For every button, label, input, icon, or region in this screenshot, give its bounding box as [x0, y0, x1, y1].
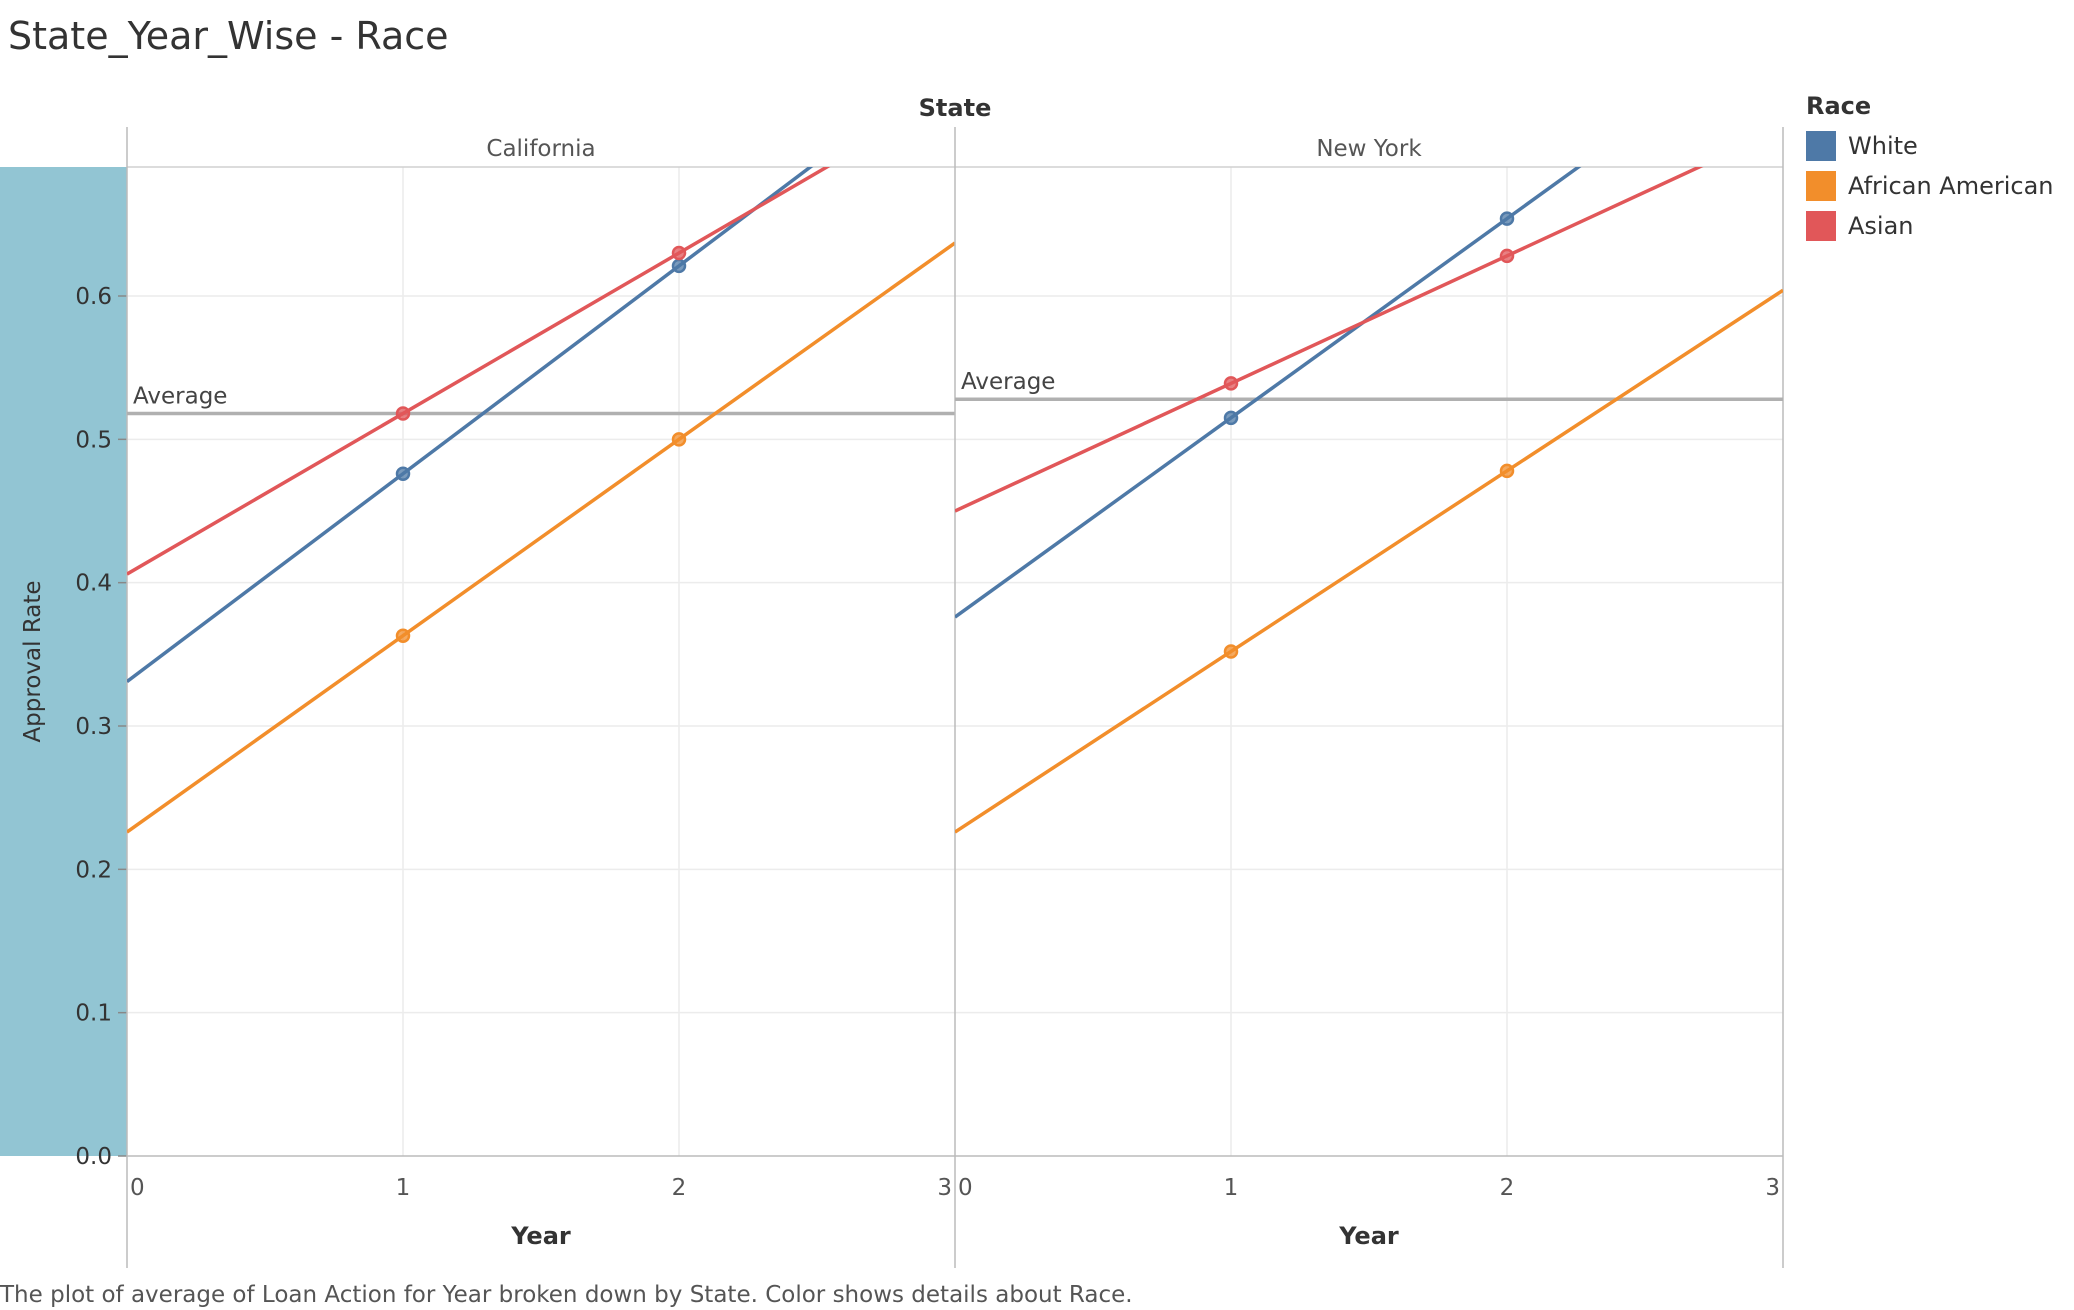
trend-line-asian-new-york — [955, 167, 1704, 513]
data-point-white-new-york — [1499, 211, 1515, 226]
trend-line-asian-california — [127, 167, 831, 576]
legend-swatch-asian — [1806, 211, 1836, 241]
data-point-white-new-york — [1223, 410, 1239, 426]
y-tick-label: 0.6 — [75, 284, 112, 310]
data-point-white-california — [395, 466, 411, 481]
legend-item-asian[interactable]: Asian — [1806, 206, 2054, 246]
y-axis-label: Approval Rate — [20, 580, 46, 742]
legend-swatch-white — [1806, 131, 1836, 161]
average-label: Average — [961, 369, 1055, 395]
x-axis-label: Year — [510, 1222, 571, 1250]
data-point-african-american-california — [671, 432, 687, 447]
legend-label-white: White — [1848, 132, 1918, 160]
data-point-african-american-new-york — [1499, 463, 1515, 479]
page-title: State_Year_Wise - Race — [8, 14, 449, 58]
legend: Race White African American Asian — [1806, 92, 2054, 246]
legend-label-african-american: African American — [1848, 172, 2054, 200]
y-tick-label: 0.2 — [75, 857, 112, 883]
x-tick-label: 2 — [1500, 1175, 1515, 1201]
trend-line-white-california — [127, 167, 814, 683]
y-tick-label: 0.1 — [75, 1001, 112, 1027]
data-point-african-american-new-york — [1223, 644, 1239, 659]
x-tick-label: 2 — [672, 1175, 687, 1201]
x-tick-label: 3 — [1765, 1175, 1780, 1201]
panel-title-california: California — [486, 136, 595, 162]
legend-item-white[interactable]: White — [1806, 126, 2054, 166]
x-tick-label: 3 — [937, 1175, 952, 1201]
data-point-asian-new-york — [1223, 376, 1239, 391]
data-point-asian-california — [671, 245, 687, 261]
data-point-african-american-california — [395, 628, 411, 643]
x-tick-label: 1 — [1224, 1175, 1239, 1201]
data-point-asian-new-york — [1499, 248, 1515, 264]
trend-line-african-american-california — [127, 241, 955, 834]
y-axis-band — [0, 167, 127, 1156]
average-label: Average — [133, 384, 227, 410]
column-header: State — [919, 94, 992, 122]
trend-line-african-american-new-york — [955, 288, 1783, 834]
legend-label-asian: Asian — [1848, 212, 1914, 240]
data-point-white-california — [671, 258, 687, 274]
y-tick-label: 0.0 — [75, 1144, 112, 1170]
legend-item-african-american[interactable]: African American — [1806, 166, 2054, 206]
x-tick-label: 1 — [396, 1175, 411, 1201]
x-tick-label: 0 — [958, 1175, 973, 1201]
y-tick-label: 0.3 — [75, 714, 112, 740]
data-point-asian-california — [395, 406, 411, 421]
x-axis-label: Year — [1338, 1222, 1399, 1250]
y-tick-label: 0.5 — [75, 427, 112, 453]
panel-title-new-york: New York — [1316, 136, 1422, 162]
legend-title: Race — [1806, 92, 1872, 120]
chart-caption: The plot of average of Loan Action for Y… — [0, 1282, 1133, 1308]
y-tick-label: 0.4 — [75, 571, 112, 597]
x-tick-label: 0 — [130, 1175, 145, 1201]
legend-swatch-african-american — [1806, 171, 1836, 201]
